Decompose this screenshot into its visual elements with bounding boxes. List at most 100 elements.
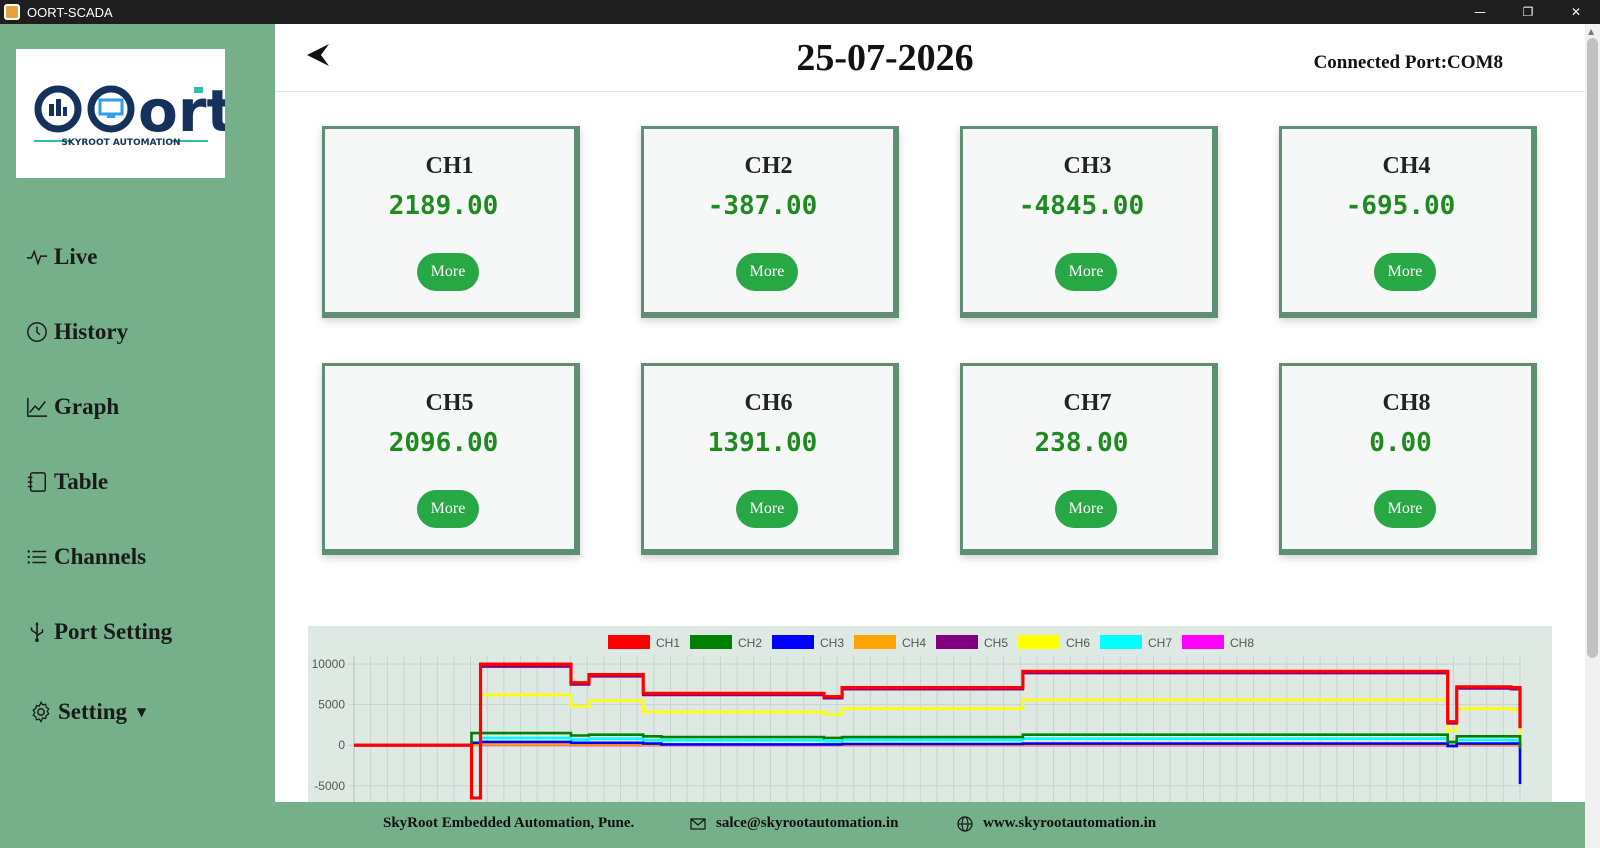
channel-value: -4845.00: [1018, 191, 1145, 221]
channel-name: CH5: [425, 390, 474, 416]
nav-graph-label: Graph: [54, 394, 120, 419]
channel-name: CH4: [1382, 153, 1431, 179]
series-line-ch1: [354, 662, 1522, 800]
channel-card-ch2: CH2 -387.00 More: [641, 126, 899, 318]
line-chart-icon: [27, 397, 48, 417]
channel-card-ch3: CH3 -4845.00 More: [960, 126, 1218, 318]
window-titlebar: OORT-SCADA — ❐ ✕: [0, 0, 1600, 24]
more-button[interactable]: More: [1374, 490, 1436, 528]
legend-swatch-ch7: [1100, 635, 1142, 649]
channel-card-ch6: CH6 1391.00 More: [641, 363, 899, 555]
vertical-scrollbar[interactable]: ▲: [1585, 24, 1600, 848]
pulse-icon: [26, 249, 48, 266]
more-button[interactable]: More: [1374, 253, 1436, 291]
y-tick-label: -5000: [314, 779, 345, 793]
series-line-ch2: [354, 731, 1522, 749]
nav-setting-label: Setting: [58, 699, 127, 724]
legend-label-ch6: CH6: [1066, 636, 1090, 650]
nav-history[interactable]: History: [26, 319, 128, 345]
more-button[interactable]: More: [417, 253, 479, 291]
more-button[interactable]: More: [736, 490, 798, 528]
gear-icon: [32, 701, 50, 723]
footer-website-label: www.skyrootautomation.in: [983, 815, 1157, 831]
nav-live[interactable]: Live: [26, 244, 97, 270]
logo: ort SKYROOT AUTOMATION: [16, 49, 234, 178]
more-button[interactable]: More: [1055, 253, 1117, 291]
series-line-ch3: [354, 740, 1522, 785]
legend-label-ch4: CH4: [902, 636, 926, 650]
footer-website[interactable]: www.skyrootautomation.in: [957, 815, 1156, 832]
sidebar: ort SKYROOT AUTOMATION Live History Grap…: [0, 24, 275, 848]
channel-name: CH6: [744, 390, 793, 416]
footer-email[interactable]: salce@skyrootautomation.in: [690, 815, 898, 832]
footer-company: SkyRoot Embedded Automation, Pune.: [383, 815, 634, 832]
scroll-thumb[interactable]: [1587, 38, 1598, 658]
channel-name: CH7: [1063, 390, 1112, 416]
channel-value: 2189.00: [388, 191, 499, 221]
legend-label-ch2: CH2: [738, 636, 762, 650]
channel-card-ch8: CH8 0.00 More: [1279, 363, 1537, 555]
app-icon: [4, 4, 20, 20]
y-tick-label: 5000: [318, 698, 345, 712]
channel-value: 0.00: [1369, 428, 1432, 458]
window-controls: — ❐ ✕: [1456, 0, 1600, 24]
nav-port-setting-label: Port Setting: [54, 619, 173, 644]
y-tick-label: 0: [338, 738, 345, 752]
nav-channels-label: Channels: [54, 544, 147, 569]
legend-swatch-ch3: [772, 635, 814, 649]
channel-value: 1391.00: [707, 428, 818, 458]
legend-label-ch7: CH7: [1148, 636, 1172, 650]
more-button[interactable]: More: [736, 253, 798, 291]
globe-icon: [957, 815, 973, 832]
legend-label-ch8: CH8: [1230, 636, 1254, 650]
restore-button[interactable]: ❐: [1522, 5, 1534, 19]
page-title: 25-07-2026: [796, 37, 974, 79]
nav-port-setting[interactable]: Port Setting: [26, 619, 172, 645]
close-button[interactable]: ✕: [1570, 5, 1582, 19]
live-chart-svg: 10000 5000 0 -5000 CH1 CH2 CH3 CH4 CH5 CH6 CH7 CH8: [312, 635, 1522, 802]
legend-swatch-ch5: [936, 635, 978, 649]
channel-value: 238.00: [1034, 428, 1129, 458]
y-tick-label: 10000: [312, 657, 346, 671]
minimize-button[interactable]: —: [1474, 5, 1486, 19]
connected-port-label: Connected Port:COM8: [1313, 52, 1503, 73]
notebook-icon: [27, 472, 46, 492]
nav-channels[interactable]: Channels: [26, 544, 146, 570]
channel-card-ch1: CH1 2189.00 More: [322, 126, 580, 318]
legend-swatch-ch4: [854, 635, 896, 649]
clock-icon: [27, 322, 47, 342]
more-button[interactable]: More: [1055, 490, 1117, 528]
legend-swatch-ch6: [1018, 635, 1060, 649]
legend-label-ch5: CH5: [984, 636, 1008, 650]
more-button[interactable]: More: [417, 490, 479, 528]
envelope-icon: [690, 817, 706, 830]
nav-table-label: Table: [54, 469, 109, 494]
channel-name: CH2: [744, 153, 793, 179]
footer-company-label: SkyRoot Embedded Automation, Pune.: [383, 815, 635, 831]
nav-setting[interactable]: Setting ▼: [30, 699, 146, 725]
back-arrow-icon[interactable]: [305, 42, 331, 68]
svg-text:SKYROOT AUTOMATION: SKYROOT AUTOMATION: [61, 138, 180, 148]
channel-card-ch5: CH5 2096.00 More: [322, 363, 580, 555]
scroll-up-icon[interactable]: ▲: [1588, 27, 1595, 36]
live-chart: 10000 5000 0 -5000 CH1 CH2 CH3 CH4 CH5 CH6 CH7 CH8: [308, 626, 1552, 802]
channel-name: CH8: [1382, 390, 1431, 416]
page-header: 25-07-2026 Connected Port:COM8: [275, 24, 1585, 92]
footer: SkyRoot Embedded Automation, Pune. salce…: [275, 802, 1585, 848]
list-icon: [27, 550, 47, 564]
channel-name: CH3: [1063, 153, 1112, 179]
channel-value: -695.00: [1345, 191, 1456, 221]
legend-swatch-ch8: [1182, 635, 1224, 649]
nav-graph[interactable]: Graph: [26, 394, 119, 420]
legend-label-ch1: CH1: [656, 636, 680, 650]
nav-table[interactable]: Table: [26, 469, 108, 495]
footer-email-label: salce@skyrootautomation.in: [716, 815, 899, 831]
channel-value: -387.00: [707, 191, 818, 221]
channel-value: 2096.00: [388, 428, 499, 458]
svg-text:ort: ort: [138, 77, 225, 145]
oort-logo-icon: ort SKYROOT AUTOMATION: [34, 77, 234, 148]
legend-swatch-ch1: [608, 635, 650, 649]
channel-card-ch4: CH4 -695.00 More: [1279, 126, 1537, 318]
nav-live-label: Live: [54, 244, 98, 269]
window-title: OORT-SCADA: [27, 4, 113, 20]
